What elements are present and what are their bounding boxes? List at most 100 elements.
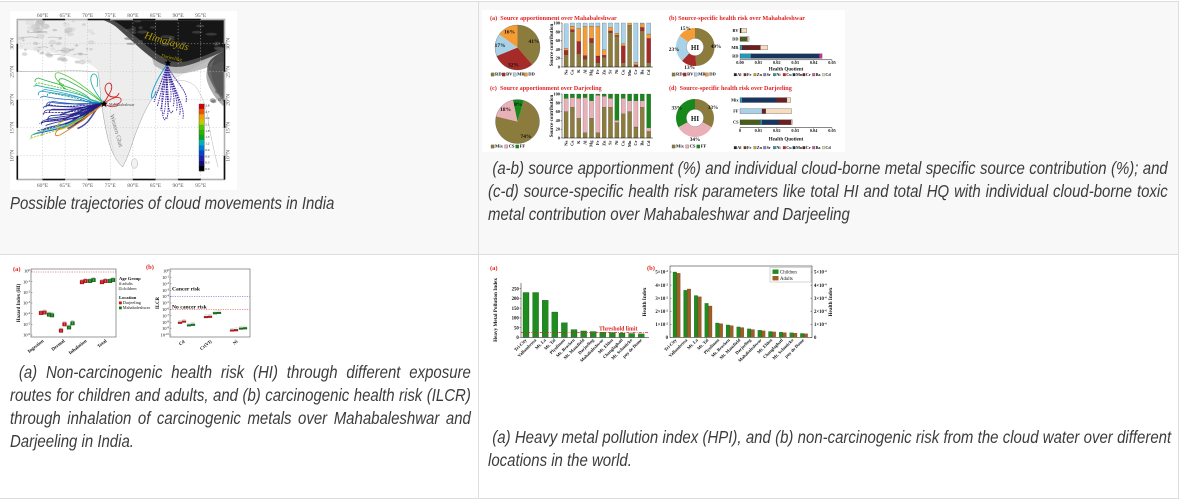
svg-text:Children: Children bbox=[780, 271, 797, 276]
svg-text:(a): (a) bbox=[13, 266, 21, 273]
svg-text:74%: 74% bbox=[521, 134, 532, 140]
svg-text:85°E: 85°E bbox=[150, 12, 162, 19]
svg-text:No cancer risk: No cancer risk bbox=[172, 304, 208, 310]
svg-text:(b) Source-specific health ris: (b) Source-specific health risk over Mah… bbox=[669, 15, 805, 22]
svg-text:10-2: 10-2 bbox=[23, 289, 30, 295]
svg-text:Heavy Metal Pollution Index: Heavy Metal Pollution Index bbox=[493, 278, 499, 342]
svg-text:10-9: 10-9 bbox=[162, 326, 169, 332]
svg-text:Sr: Sr bbox=[767, 145, 771, 150]
svg-text:Na: Na bbox=[563, 140, 568, 146]
svg-text:Sr: Sr bbox=[608, 140, 613, 144]
svg-text:Cd: Cd bbox=[646, 140, 651, 146]
svg-text:Source contribution: Source contribution bbox=[550, 24, 555, 67]
svg-text:80: 80 bbox=[556, 29, 561, 34]
svg-text:Fe: Fe bbox=[747, 72, 752, 77]
svg-text:Mn: Mn bbox=[627, 69, 632, 76]
svg-text:1.5: 1.5 bbox=[205, 135, 210, 139]
svg-text:200: 200 bbox=[512, 297, 520, 302]
svg-text:Ni: Ni bbox=[776, 72, 781, 77]
svg-text:10°N: 10°N bbox=[225, 150, 232, 162]
svg-text:95°E: 95°E bbox=[195, 182, 207, 189]
svg-text:15°N: 15°N bbox=[225, 122, 232, 134]
svg-text:Cd: Cd bbox=[178, 339, 186, 347]
svg-text:Mahabaleshwar: Mahabaleshwar bbox=[109, 102, 135, 107]
svg-text:20: 20 bbox=[556, 127, 561, 132]
svg-text:Cd: Cd bbox=[825, 72, 831, 77]
svg-text:2×10-2: 2×10-2 bbox=[655, 308, 668, 315]
svg-text:Al: Al bbox=[582, 69, 587, 74]
svg-text:0.03: 0.03 bbox=[791, 60, 799, 65]
svg-text:20: 20 bbox=[556, 56, 561, 61]
svg-text:0.6: 0.6 bbox=[205, 154, 210, 158]
svg-text:Health Quotient: Health Quotient bbox=[769, 138, 804, 143]
svg-text:3×10-4: 3×10-4 bbox=[814, 295, 827, 302]
svg-text:0: 0 bbox=[814, 336, 817, 341]
svg-text:Cu: Cu bbox=[786, 145, 792, 150]
svg-text:Ni: Ni bbox=[614, 69, 619, 74]
svg-text:MR: MR bbox=[517, 72, 525, 77]
svg-text:100: 100 bbox=[24, 268, 31, 274]
svg-text:15°N: 15°N bbox=[10, 122, 16, 134]
svg-text:10-10: 10-10 bbox=[161, 332, 170, 338]
svg-text:60: 60 bbox=[556, 38, 561, 43]
svg-text:33%: 33% bbox=[672, 105, 683, 111]
svg-text:Mg: Mg bbox=[589, 140, 594, 147]
svg-text:BV: BV bbox=[733, 28, 740, 33]
svg-text:100: 100 bbox=[163, 268, 170, 274]
svg-text:DD: DD bbox=[732, 36, 738, 41]
svg-text:5×10-4: 5×10-4 bbox=[814, 269, 827, 276]
svg-text:BV: BV bbox=[687, 72, 694, 77]
svg-text:Sr: Sr bbox=[608, 69, 613, 73]
svg-text:0.02: 0.02 bbox=[773, 60, 781, 65]
svg-text:Mn: Mn bbox=[796, 72, 803, 77]
svg-text:Cr: Cr bbox=[633, 69, 638, 74]
svg-text:Cr: Cr bbox=[633, 140, 638, 145]
svg-text:30°N: 30°N bbox=[10, 38, 16, 50]
svg-text:10-7: 10-7 bbox=[162, 313, 169, 319]
svg-text:Ba: Ba bbox=[640, 69, 645, 75]
svg-text:0: 0 bbox=[739, 128, 741, 133]
svg-text:HI: HI bbox=[691, 44, 699, 52]
svg-text:100: 100 bbox=[512, 317, 520, 322]
svg-text:Cu: Cu bbox=[786, 72, 792, 77]
svg-text:75°E: 75°E bbox=[105, 12, 117, 19]
svg-text:0.04: 0.04 bbox=[810, 128, 818, 133]
svg-text:2.1: 2.1 bbox=[205, 123, 210, 127]
svg-text:10-6: 10-6 bbox=[162, 307, 169, 313]
svg-text:10-4: 10-4 bbox=[162, 294, 169, 300]
svg-text:DD: DD bbox=[528, 72, 535, 77]
svg-text:60: 60 bbox=[556, 109, 561, 114]
svg-text:65°E: 65°E bbox=[59, 12, 71, 19]
svg-text:FF: FF bbox=[520, 144, 526, 149]
svg-text:17%: 17% bbox=[495, 43, 506, 49]
svg-text:Cu: Cu bbox=[620, 140, 625, 146]
svg-text:Ni: Ni bbox=[614, 140, 619, 145]
svg-text:RD: RD bbox=[495, 72, 502, 77]
svg-text:Mix: Mix bbox=[495, 144, 504, 149]
svg-text:33%: 33% bbox=[708, 105, 719, 111]
svg-text:0.02: 0.02 bbox=[773, 128, 781, 133]
svg-text:Source contribution: Source contribution bbox=[550, 95, 555, 138]
svg-text:Hazard Index (HI): Hazard Index (HI) bbox=[17, 283, 22, 322]
svg-text:Ba: Ba bbox=[816, 145, 822, 150]
svg-text:CS: CS bbox=[690, 144, 696, 149]
svg-text:10-2: 10-2 bbox=[162, 281, 169, 287]
svg-text:0.3: 0.3 bbox=[205, 161, 210, 165]
svg-text:Mix: Mix bbox=[731, 98, 739, 103]
svg-text:2.7: 2.7 bbox=[205, 110, 210, 114]
svg-text:80: 80 bbox=[556, 100, 561, 105]
svg-text:23%: 23% bbox=[669, 47, 680, 53]
svg-text:90°E: 90°E bbox=[172, 12, 184, 19]
svg-text:Zn: Zn bbox=[757, 145, 763, 150]
svg-text:0.03: 0.03 bbox=[791, 128, 799, 133]
svg-text:Ni: Ni bbox=[776, 145, 781, 150]
svg-text:30°N: 30°N bbox=[225, 38, 232, 50]
svg-text:1×10-2: 1×10-2 bbox=[655, 322, 668, 329]
svg-text:FF: FF bbox=[733, 109, 739, 114]
svg-text:50: 50 bbox=[514, 326, 519, 331]
svg-text:Location: Location bbox=[119, 295, 137, 300]
svg-text:40: 40 bbox=[556, 118, 561, 123]
svg-text:adults: adults bbox=[122, 281, 133, 286]
svg-text:60°E: 60°E bbox=[37, 182, 49, 189]
svg-text:Age Group: Age Group bbox=[119, 276, 141, 281]
